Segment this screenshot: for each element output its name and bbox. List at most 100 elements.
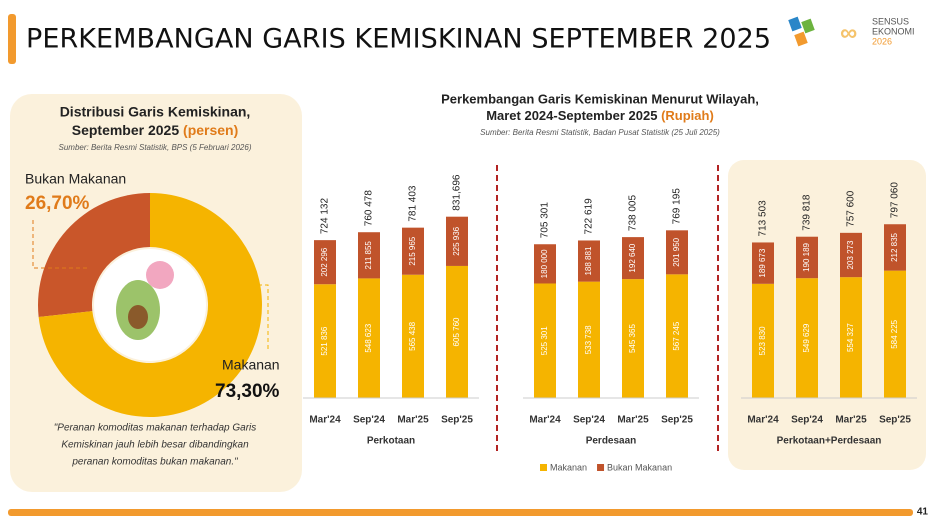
bar-segment [840,232,862,278]
legend-label: Makanan [222,357,280,373]
bar-segment [534,283,556,398]
bar-segment [666,274,688,398]
total-label: 757 600 [846,190,857,227]
legend-label: Bukan Makanan [25,171,126,187]
logo-text: EKONOMI [872,26,915,36]
pie-icon [146,261,174,289]
bar-title: Maret 2024-September 2025 [486,108,657,123]
bar-segment [446,265,468,398]
bar-value-label: 189 673 [758,248,767,277]
pie-title: September 2025 [72,122,180,138]
logo-shape [801,18,815,34]
bar-value-label: 212 835 [890,232,899,261]
x-tick-label: Mar'25 [397,415,429,426]
bar-value-label: 523 830 [758,326,767,355]
x-tick-label: Sep'24 [791,415,823,426]
bar-value-label: 188 881 [584,246,593,275]
bar-value-label: 211 855 [364,241,373,270]
bar-segment [578,240,600,282]
total-label: 781 403 [408,185,419,222]
bar-value-label: 525 301 [540,326,549,355]
bar-value-label: 201 950 [672,237,681,266]
logo-text: 2026 [872,36,892,46]
page-number: 41 [917,507,929,518]
group-panel [728,160,926,470]
pie-title: September 2025 (persen) [72,122,239,138]
title-accent [8,14,16,64]
bar-value-label: 533 738 [584,325,593,354]
bar-title: Maret 2024-September 2025 (Rupiah) [486,108,714,123]
bar-value-label: 203 273 [846,240,855,269]
bar-source: Sumber: Berita Resmi Statistik, Badan Pu… [480,128,720,137]
total-label: 739 818 [802,194,813,231]
x-tick-label: Mar'25 [835,415,867,426]
pie-icon [128,305,148,329]
total-label: 769 195 [672,188,683,225]
bar-value-label: 545 365 [628,324,637,353]
x-tick-label: Sep'24 [573,415,605,426]
pie-source: Sumber: Berita Resmi Statistik, BPS (5 F… [59,143,252,152]
bar-value-label: 190 189 [802,242,811,271]
bar-segment [402,227,424,275]
bar-segment [578,281,600,398]
bar-segment [840,277,862,398]
footer-bar [8,509,913,516]
bar-segment [402,274,424,398]
x-tick-label: Sep'25 [661,415,693,426]
group-label: Perdesaan [586,436,637,447]
pie-title: Distribusi Garis Kemiskinan, [60,104,251,120]
bar-value-label: 202 296 [320,247,329,276]
legend-swatch [540,464,547,471]
pie-title-unit: (persen) [183,122,238,138]
bar-value-label: 548 623 [364,323,373,352]
bar-segment [666,230,688,275]
connector [230,284,269,350]
total-label: 738 005 [628,195,639,232]
bar-segment [752,242,774,284]
note: peranan komoditas bukan makanan." [71,457,238,468]
bar-value-label: 192 640 [628,243,637,272]
x-tick-label: Sep'25 [441,415,473,426]
bar-segment [752,283,774,398]
x-tick-label: Sep'24 [353,415,385,426]
pie-slice [38,193,263,417]
bar-segment [796,236,818,279]
x-tick-label: Mar'24 [747,415,779,426]
x-tick-label: Sep'25 [879,415,911,426]
logo-shape [788,16,802,32]
bar-segment [884,224,906,271]
legend-swatch [597,464,605,471]
bar-value-label: 567 245 [672,321,681,350]
note: Kemiskinan jauh lebih besar dibandingkan [61,440,249,451]
value-label: 26,70% [25,193,90,214]
pie-slice [37,193,150,317]
bar-value-label: 180 000 [540,249,549,278]
total-label: 705 301 [540,202,551,239]
logo-text: SENSUS [872,16,909,26]
note: "Peranan komoditas makanan terhadap Gari… [54,423,257,434]
bar-segment [446,216,468,266]
logo: ∞ SENSUS EKONOMI 2026 [788,16,915,46]
value-label: 73,30% [215,381,280,402]
bar-segment [358,278,380,398]
logo-mark: ∞ [840,19,857,46]
bar-value-label: 565 438 [408,321,417,350]
total-label: 760 478 [364,190,375,227]
bar-value-label: 521 836 [320,326,329,355]
total-label: 831,696 [452,174,463,211]
bar-segment [622,237,644,280]
group-label: Perkotaan [367,436,415,447]
bar-value-label: 605 760 [452,317,461,346]
total-label: 797 060 [890,182,901,219]
total-label: 722 619 [584,198,595,235]
bar-title: Perkembangan Garis Kemiskinan Menurut Wi… [441,91,759,106]
connector [32,220,90,269]
x-tick-label: Mar'25 [617,415,649,426]
x-tick-label: Mar'24 [529,415,561,426]
group-label: Perkotaan+Perdesaan [777,436,882,447]
bar-segment [358,232,380,279]
bar-value-label: 584 225 [890,319,899,348]
legend-label: Makanan [550,462,587,472]
bar-segment [314,284,336,398]
